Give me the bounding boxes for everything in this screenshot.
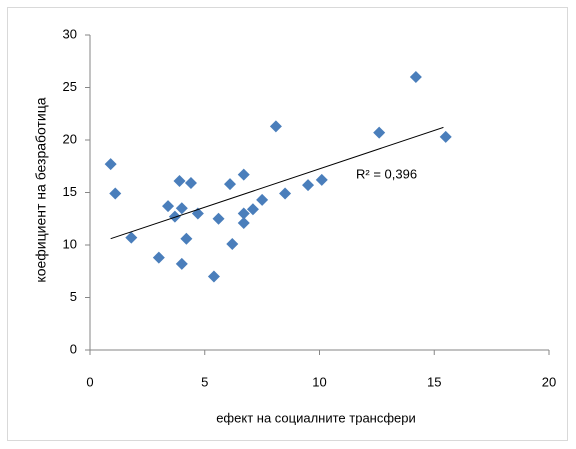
point xyxy=(237,168,250,181)
point xyxy=(373,126,386,139)
point xyxy=(207,270,220,283)
point xyxy=(439,130,452,143)
point xyxy=(162,200,175,213)
x-tick-label: 15 xyxy=(427,374,441,389)
point xyxy=(152,251,165,264)
trendline-annotation: R² = 0,396 xyxy=(356,166,417,181)
point xyxy=(302,179,315,192)
point xyxy=(168,210,181,223)
y-tick-label: 5 xyxy=(70,289,77,304)
point xyxy=(315,173,328,186)
point xyxy=(175,257,188,270)
y-tick-label: 30 xyxy=(63,26,77,41)
x-tick-label: 0 xyxy=(86,374,93,389)
y-tick-label: 0 xyxy=(70,341,77,356)
point xyxy=(246,203,259,216)
y-tick-label: 10 xyxy=(63,236,77,251)
point xyxy=(256,193,269,206)
x-tick-label: 5 xyxy=(201,374,208,389)
x-tick-label: 20 xyxy=(542,374,556,389)
point xyxy=(237,207,250,220)
point xyxy=(409,71,422,83)
point xyxy=(212,212,225,225)
x-tick-label: 10 xyxy=(312,374,326,389)
chart-border xyxy=(7,7,568,441)
y-tick-label: 25 xyxy=(63,79,77,94)
x-axis-label: ефект на социалните трансфери xyxy=(216,410,416,425)
point xyxy=(175,202,188,215)
point xyxy=(269,120,282,133)
point xyxy=(184,177,197,190)
point xyxy=(109,187,122,200)
point xyxy=(104,158,117,171)
point xyxy=(180,232,193,245)
point xyxy=(125,231,138,244)
point xyxy=(173,174,186,187)
y-tick-label: 15 xyxy=(63,184,77,199)
y-axis-label: коефициент на безработица xyxy=(33,97,49,282)
point xyxy=(226,237,239,250)
point xyxy=(223,178,236,191)
y-tick-label: 20 xyxy=(63,131,77,146)
point xyxy=(279,187,292,200)
point xyxy=(237,216,250,229)
trendline xyxy=(110,126,444,240)
